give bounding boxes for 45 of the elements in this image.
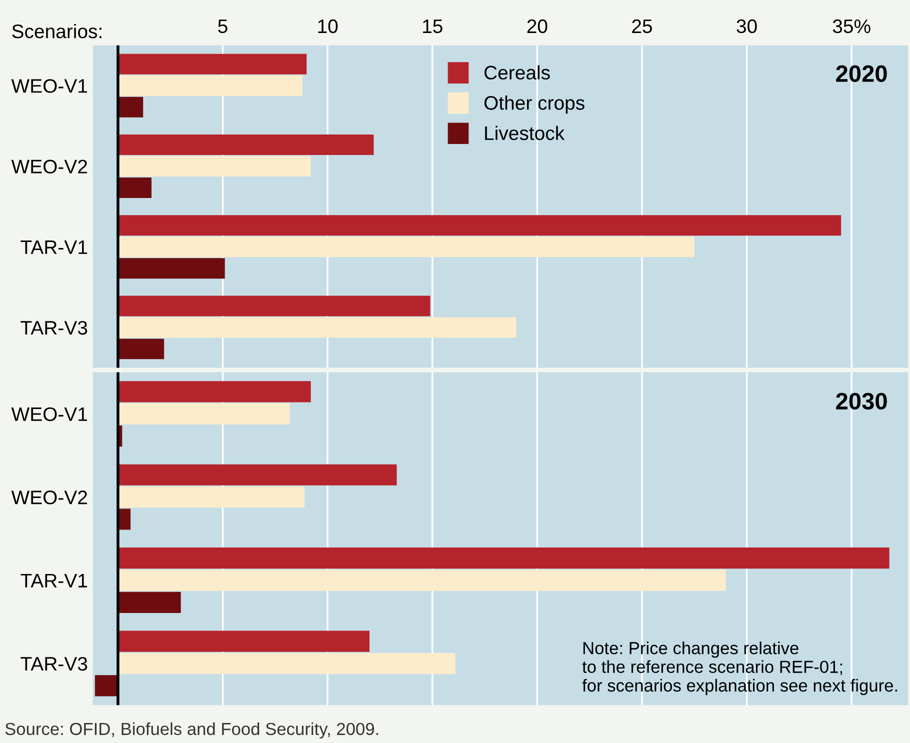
x-tick-label: 35% (832, 19, 870, 34)
bar (118, 652, 456, 674)
bar (118, 236, 694, 258)
bar (118, 486, 305, 508)
bar (118, 156, 311, 176)
source-note: Source: OFID, Biofuels and Food Security, 2009. (5, 722, 378, 739)
bar (118, 96, 144, 118)
bar (118, 296, 430, 316)
x-tick-label: 30 (736, 19, 757, 34)
bar (118, 630, 370, 652)
legend-label: Livestock (485, 126, 565, 140)
bar (118, 570, 726, 591)
x-tick-label: 15 (423, 20, 442, 34)
x-tick-label: 10 (318, 19, 338, 34)
bar (118, 381, 311, 402)
y-tick-label: WEO-V2 (11, 490, 87, 504)
bar (94, 675, 118, 696)
bar (118, 258, 225, 279)
annotation: 2030 (836, 392, 887, 410)
bar (118, 215, 842, 236)
x-tick-label: 25 (632, 19, 652, 34)
y-tick-label: WEO-V1 (11, 407, 88, 422)
y-tick-label: TAR-V1 (20, 240, 88, 254)
legend-label: Other crops (484, 96, 584, 114)
annotation: 2020 (836, 65, 887, 82)
bar (118, 338, 164, 360)
y-tick-label: TAR-V3 (20, 320, 88, 335)
bar (118, 464, 397, 486)
legend-label: Cereals (484, 65, 550, 80)
y-tick-label: TAR-V1 (20, 574, 88, 588)
bar (118, 75, 302, 96)
bar (118, 317, 516, 338)
y-tick-label: WEO-V1 (11, 79, 88, 93)
y-tick-label: WEO-V2 (11, 160, 87, 174)
bar (118, 178, 152, 198)
bar (118, 403, 290, 424)
bar (118, 134, 374, 155)
y-axis-title: Scenarios: (12, 24, 102, 38)
bar (118, 592, 181, 614)
bar (118, 548, 890, 569)
y-tick-label: TAR-V3 (20, 656, 88, 671)
x-tick-label: 5 (218, 20, 228, 34)
bar (118, 54, 307, 74)
annotation: Note: Price changes relative to the reference scenario REF-01; for scenarios explanation see next figure. (582, 642, 897, 696)
x-tick-label: 20 (527, 19, 548, 34)
